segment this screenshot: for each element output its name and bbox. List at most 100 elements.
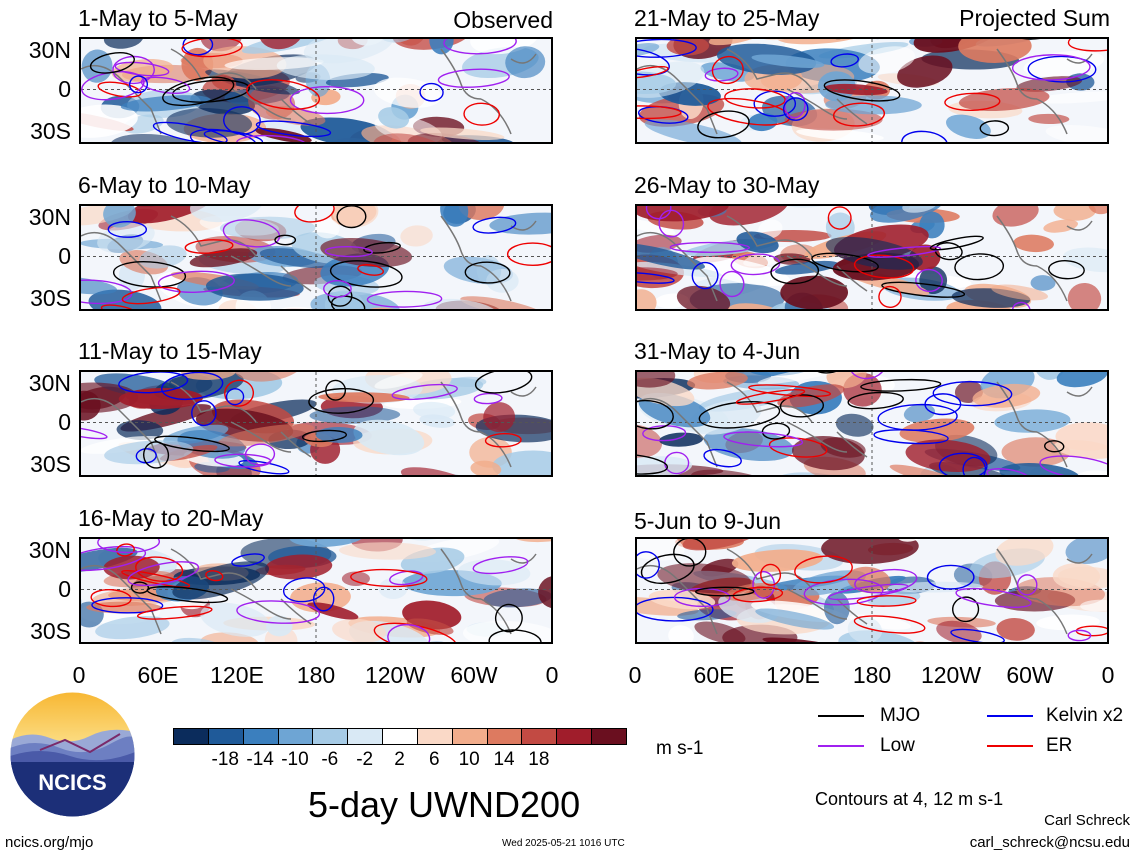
shaded-anomaly xyxy=(846,566,891,594)
shaded-anomaly xyxy=(1067,282,1102,309)
filter-contour xyxy=(464,261,511,284)
filter-contour xyxy=(711,55,744,85)
legend-mjo-swatch xyxy=(818,715,864,717)
coastline xyxy=(996,215,1038,267)
shaded-anomaly xyxy=(902,206,938,213)
coastline xyxy=(836,265,868,292)
coastline xyxy=(1066,553,1093,564)
shaded-anomaly xyxy=(637,218,676,235)
legend-kelvin-label: Kelvin x2 xyxy=(1046,705,1124,726)
filter-contour xyxy=(294,206,335,223)
shaded-anomaly xyxy=(991,284,1048,301)
lon-label-right-60e: 60E xyxy=(693,662,735,688)
map-panel-2 xyxy=(79,204,553,311)
filter-contour xyxy=(986,468,1030,475)
shaded-anomaly xyxy=(1058,566,1107,589)
filter-contour xyxy=(1011,301,1031,309)
shaded-anomaly xyxy=(796,128,884,142)
coastline xyxy=(726,215,813,257)
filter-contour xyxy=(184,239,234,254)
filter-contour xyxy=(637,65,669,79)
shaded-anomaly xyxy=(470,460,502,475)
filter-contour xyxy=(673,539,707,567)
filter-contour xyxy=(698,401,781,429)
filter-contour xyxy=(142,441,170,469)
filter-contour xyxy=(703,448,742,468)
main-title: 5-day UWND200 xyxy=(308,784,581,825)
shaded-anomaly xyxy=(378,578,408,600)
shaded-anomaly xyxy=(999,463,1080,475)
filter-contour xyxy=(735,389,806,405)
footer-email[interactable]: carl_schreck@ncsu.edu xyxy=(969,834,1130,851)
colorbar-tick-label: 10 xyxy=(458,749,480,770)
shaded-anomaly xyxy=(127,206,214,224)
shaded-anomaly xyxy=(200,39,242,52)
coastline xyxy=(510,386,537,397)
filter-contour xyxy=(779,394,825,418)
coastline xyxy=(480,431,512,468)
panel-title-6: 26-May to 30-May xyxy=(634,172,820,198)
legend-mjo-label: MJO xyxy=(880,705,921,726)
shaded-anomaly xyxy=(189,248,258,268)
panel-title-1: 1-May to 5-May xyxy=(78,5,238,31)
coastline xyxy=(170,48,257,90)
shaded-anomaly xyxy=(779,206,876,208)
coastline xyxy=(786,255,848,287)
filter-contour xyxy=(944,92,1001,111)
shaded-anomaly xyxy=(946,114,991,139)
footer-url[interactable]: ncics.org/mjo xyxy=(5,834,94,851)
shaded-anomaly xyxy=(637,372,676,388)
filter-contour xyxy=(301,429,348,443)
filter-contour xyxy=(979,120,1010,137)
lon-label-left-360: 0 xyxy=(545,662,559,688)
filter-contour xyxy=(472,216,517,234)
panel-title-2: 6-May to 10-May xyxy=(78,172,251,198)
filter-contour xyxy=(856,595,917,607)
shaded-anomaly xyxy=(97,222,155,254)
filter-contour xyxy=(637,399,674,430)
shaded-anomaly xyxy=(899,418,975,443)
map-field xyxy=(637,206,1107,309)
filter-contour xyxy=(312,586,335,612)
filter-contour xyxy=(443,39,517,55)
shaded-anomaly xyxy=(200,632,259,642)
filter-contour xyxy=(724,88,786,109)
legend-low-label: Low xyxy=(880,735,915,756)
filter-contour xyxy=(236,134,308,142)
filter-contour xyxy=(289,85,365,115)
shaded-anomaly xyxy=(1080,599,1107,612)
filter-contour xyxy=(387,624,431,642)
shaded-anomaly xyxy=(483,402,516,433)
filter-contour xyxy=(658,209,685,238)
shaded-anomaly xyxy=(666,39,710,56)
shaded-anomaly xyxy=(736,231,779,254)
filter-contour xyxy=(130,581,150,594)
shaded-anomaly xyxy=(440,206,469,227)
filter-contour xyxy=(823,79,901,102)
filter-contour xyxy=(225,388,245,406)
shaded-anomaly xyxy=(307,602,359,620)
shaded-anomaly xyxy=(309,406,401,424)
coastline xyxy=(637,231,718,302)
contour-note: Contours at 4, 12 m s-1 xyxy=(815,789,1004,809)
coastline xyxy=(81,64,162,135)
filter-contour xyxy=(100,304,138,309)
filter-contour xyxy=(695,586,755,597)
shaded-anomaly xyxy=(200,602,271,637)
filter-contour xyxy=(329,260,403,288)
lon-label-left-0: 0 xyxy=(72,662,86,688)
lat-label-30n-4: 30N xyxy=(28,537,71,563)
filter-contour xyxy=(832,102,886,127)
map-panel-8 xyxy=(635,537,1109,644)
filter-contour xyxy=(697,110,750,139)
filter-contour xyxy=(336,206,367,229)
filter-contour xyxy=(938,452,988,475)
shaded-anomaly xyxy=(522,372,551,373)
colorbar-tick-label: 18 xyxy=(528,749,550,770)
lon-label-right-180: 180 xyxy=(852,662,892,688)
map-panel-7 xyxy=(635,370,1109,477)
shaded-anomaly xyxy=(757,372,852,385)
filter-contour xyxy=(955,587,1032,608)
colorbar-unit: m s-1 xyxy=(656,738,704,759)
panel-title-8: 5-Jun to 9-Jun xyxy=(634,508,782,534)
